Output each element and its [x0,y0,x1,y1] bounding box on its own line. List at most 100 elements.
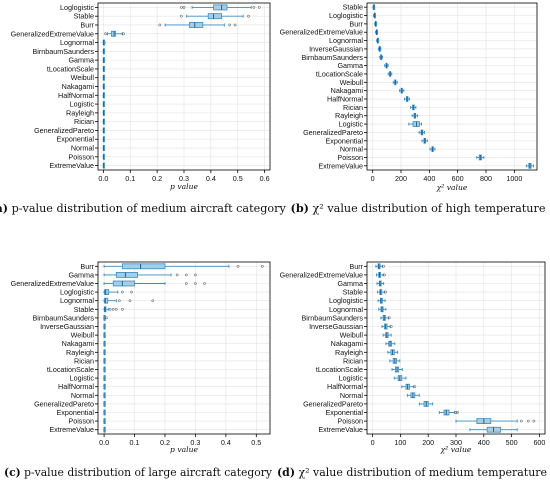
category-label: Nakagami [62,339,95,348]
category-label: GeneralizedExtremeValue [280,28,363,37]
caption-b: (b) χ² value distribution of high temper… [291,201,546,215]
box-InverseGaussian [377,46,382,52]
box-Normal [102,145,105,151]
box-Normal [406,392,420,399]
category-label: ExtremeValue [318,425,363,434]
category-label: Gamma [337,279,363,288]
category-label: Burr [349,19,363,28]
outlier-point [252,6,256,9]
category-label: Normal [340,391,364,400]
box-Loglogistic [103,289,133,295]
panel-b-chi2-high-temperature: 0 200 400 600 800 1000StableLoglogisticBurrGe… [280,2,538,192]
box-Nakagami [399,87,405,94]
x-tick-label: 300 [450,438,462,447]
category-label: InverseGaussian [40,322,94,331]
category-label: BirnbaumSaunders [32,47,94,56]
category-label: Poisson [68,152,94,161]
box-Rician [102,118,105,125]
category-label: BirnbaumSaunders [32,313,94,322]
x-tick-label: 600 [533,438,545,447]
outlier-point [179,14,183,18]
x-tick-label: 0.5 [233,174,243,183]
box-Rayleigh [387,349,399,356]
category-label: tLocationScale [316,365,363,374]
category-label: GeneralizedPareto [34,126,94,135]
plot-frame [97,261,271,435]
category-label: Logistic [339,374,364,383]
box-tLocationScale [391,366,403,373]
box-Nakagami [385,340,396,347]
outlier-point [454,411,458,414]
outlier-point [261,264,264,268]
caption-c: (c) p-value distribution of large aircra… [4,465,273,479]
outlier-point [257,6,261,9]
category-label: Logistic [70,100,95,109]
outlier-point [184,282,188,285]
outlier-point [128,299,132,303]
category-label: Burr [349,262,363,271]
box-Nakagami [103,340,106,347]
box-Logistic [102,101,105,108]
box-Stable [377,289,387,295]
category-label: HalfNormal [327,95,363,104]
category-label: Rayleigh [66,348,94,357]
outlier-point [130,290,133,294]
box-GeneralizedExtremeValue [376,272,386,278]
outlier-point [384,290,387,294]
x-tick-label: 0 [371,438,375,447]
outlier-point [194,273,197,277]
box-GeneralizedPareto [418,401,434,407]
x-tick-label: 0.4 [221,438,231,447]
box-Exponential [438,409,459,416]
box-Loglogistic [377,297,386,304]
box-ExtremeValue [525,163,534,169]
category-label: Logistic [339,120,364,129]
outlier-point [203,282,206,285]
category-label: Stable [343,3,363,12]
x-axis-label: χ² value [436,183,468,192]
box-Burr [375,263,386,270]
box-Gamma [103,272,197,278]
box-GeneralizedPareto [418,129,425,136]
x-tick-label: 100 [394,438,406,447]
category-label: Normal [71,391,95,400]
x-tick-label: 400 [423,174,435,183]
category-label: GeneralizedExtremeValue [11,29,94,38]
outlier-point [532,419,536,423]
category-label: Stable [343,288,363,297]
category-label: Lognormal [60,38,94,47]
box-Weibull [102,74,105,81]
iqr-box [111,30,116,37]
category-label: tLocationScale [47,64,94,73]
outlier-point [382,264,386,268]
iqr-box [112,280,135,287]
category-label: Rayleigh [335,111,363,120]
category-label: InverseGaussian [309,322,363,331]
category-label: Stable [74,12,94,21]
x-axis-label: p value [170,445,198,454]
box-Normal [429,146,436,152]
x-tick-label: 0.4 [206,174,216,183]
x-tick-label: 0.0 [98,174,108,183]
category-label: GeneralizedExtremeValue [11,279,94,288]
category-label: Lognormal [60,296,94,305]
box-Lognormal [102,39,106,46]
box-Loglogistic [179,4,261,11]
caption-a: (a) p-value distribution of medium aircr… [0,201,286,215]
box-HalfNormal [404,96,410,102]
outlier-point [175,273,179,277]
box-Poisson [476,154,485,161]
outlier-point [233,23,237,27]
box-Weibull [392,79,398,86]
panel-d-chi2-medium-temperature: 0 100 200 300 400 500 600 BurrGeneralizedExtrem… [280,261,545,454]
box-Logistic [393,375,407,381]
box-Gamma [376,280,385,287]
outlier-point [117,299,121,303]
category-label: Nakagami [331,339,364,348]
box-Rayleigh [411,112,418,119]
outlier-point [105,316,108,320]
box-ExtremeValue [102,162,105,169]
outlier-point [194,282,197,285]
category-label: Nakagami [331,86,364,95]
category-label: Loglogistic [329,296,363,305]
